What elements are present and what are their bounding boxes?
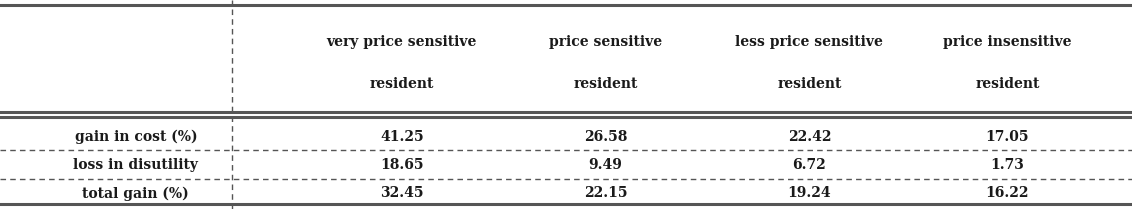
Text: 32.45: 32.45	[380, 186, 423, 200]
Text: resident: resident	[370, 77, 434, 90]
Text: price insensitive: price insensitive	[943, 35, 1072, 49]
Text: 22.15: 22.15	[584, 186, 627, 200]
Text: 1.73: 1.73	[990, 158, 1024, 172]
Text: gain in cost (%): gain in cost (%)	[75, 130, 197, 144]
Text: 18.65: 18.65	[380, 158, 423, 172]
Text: 9.49: 9.49	[589, 158, 623, 172]
Text: 16.22: 16.22	[986, 186, 1029, 200]
Text: resident: resident	[778, 77, 841, 90]
Text: 19.24: 19.24	[788, 186, 831, 200]
Text: loss in disutility: loss in disutility	[74, 158, 198, 172]
Text: very price sensitive: very price sensitive	[327, 35, 477, 49]
Text: 17.05: 17.05	[986, 130, 1029, 144]
Text: total gain (%): total gain (%)	[83, 186, 189, 200]
Text: resident: resident	[574, 77, 637, 90]
Text: less price sensitive: less price sensitive	[736, 35, 883, 49]
Text: price sensitive: price sensitive	[549, 35, 662, 49]
Text: 41.25: 41.25	[380, 130, 423, 144]
Text: resident: resident	[976, 77, 1039, 90]
Text: 22.42: 22.42	[788, 130, 831, 144]
Text: 26.58: 26.58	[584, 130, 627, 144]
Text: 6.72: 6.72	[792, 158, 826, 172]
